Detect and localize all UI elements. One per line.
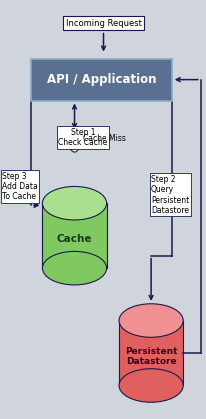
Ellipse shape	[118, 369, 182, 402]
Text: API / Application: API / Application	[47, 73, 155, 86]
Polygon shape	[118, 321, 182, 385]
Ellipse shape	[118, 304, 182, 337]
Text: Incoming Request: Incoming Request	[65, 18, 141, 28]
Text: Cache: Cache	[56, 234, 92, 244]
Circle shape	[68, 129, 80, 152]
Polygon shape	[42, 203, 106, 268]
Text: Step 3
Add Data
To Cache: Step 3 Add Data To Cache	[2, 171, 38, 202]
Ellipse shape	[42, 251, 106, 285]
Text: Step 2
Query
Persistent
Datastore: Step 2 Query Persistent Datastore	[150, 175, 188, 215]
Text: Persistent
Datastore: Persistent Datastore	[124, 347, 177, 366]
Ellipse shape	[42, 186, 106, 220]
Text: Cache Miss: Cache Miss	[83, 134, 126, 143]
FancyBboxPatch shape	[31, 59, 171, 101]
Text: Step 1
Check Cache: Step 1 Check Cache	[58, 128, 107, 147]
